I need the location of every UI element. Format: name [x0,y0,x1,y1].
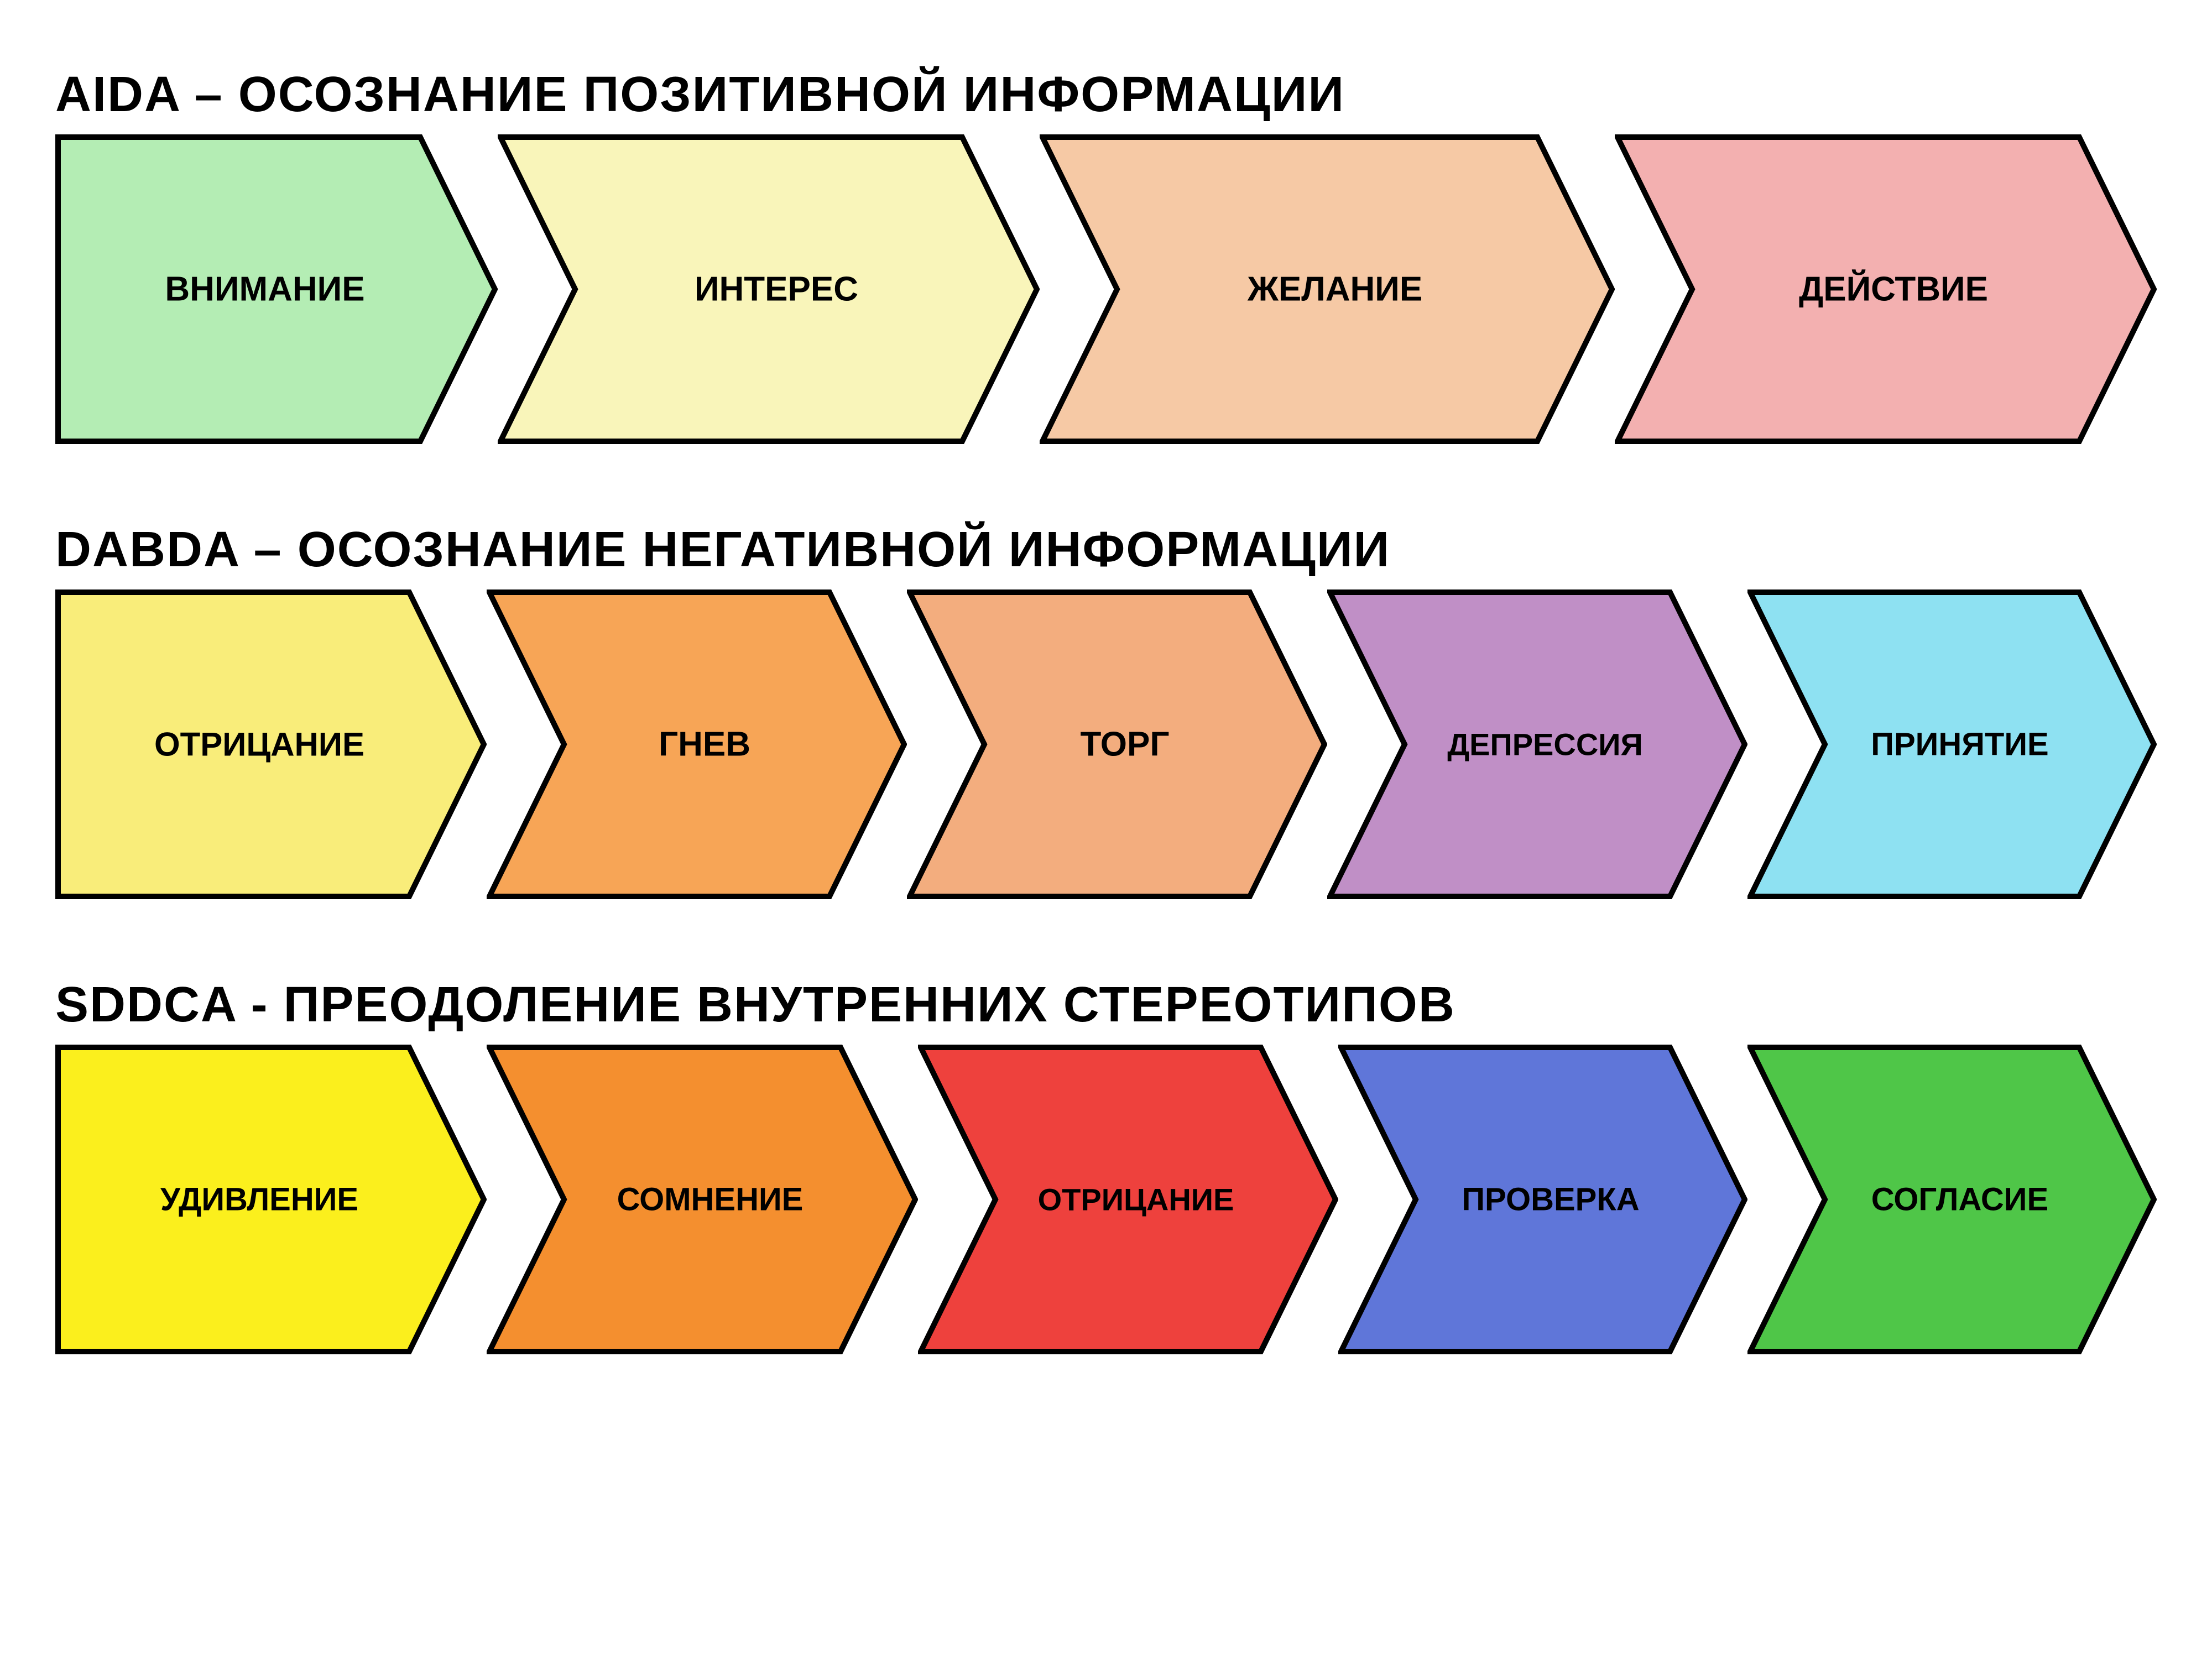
chevron-step: СОМНЕНИЕ [487,1045,918,1354]
section-title-sddca: SDDCA - ПРЕОДОЛЕНИЕ ВНУТРЕННИХ СТЕРЕОТИП… [55,977,2157,1034]
chevron-label: СОГЛАСИЕ [1747,1181,2157,1218]
chevron-label: ПРИНЯТИЕ [1747,726,2157,763]
chevron-step: ДЕЙСТВИЕ [1615,134,2157,444]
chevron-step: ЖЕЛАНИЕ [1040,134,1615,444]
chevron-label: ЖЕЛАНИЕ [1040,270,1615,309]
chevron-row-sddca: УДИВЛЕНИЕСОМНЕНИЕОТРИЦАНИЕПРОВЕРКАСОГЛАС… [55,1045,2157,1354]
chevron-step: ГНЕВ [487,589,907,899]
section-aida: AIDA – ОСОЗНАНИЕ ПОЗИТИВНОЙ ИНФОРМАЦИИ В… [55,66,2157,444]
chevron-label: ОТРИЦАНИЕ [55,726,487,764]
section-title-aida: AIDA – ОСОЗНАНИЕ ПОЗИТИВНОЙ ИНФОРМАЦИИ [55,66,2157,123]
chevron-step: ПРИНЯТИЕ [1747,589,2157,899]
chevron-step: ОТРИЦАНИЕ [918,1045,1338,1354]
chevron-step: СОГЛАСИЕ [1747,1045,2157,1354]
chevron-label: СОМНЕНИЕ [487,1181,918,1218]
chevron-step: ОТРИЦАНИЕ [55,589,487,899]
section-title-dabda: DABDA – ОСОЗНАНИЕ НЕГАТИВНОЙ ИНФОРМАЦИИ [55,521,2157,578]
chevron-label: ДЕЙСТВИЕ [1615,270,2157,309]
chevron-step: УДИВЛЕНИЕ [55,1045,487,1354]
chevron-step: ДЕПРЕССИЯ [1327,589,1747,899]
diagram-canvas: AIDA – ОСОЗНАНИЕ ПОЗИТИВНОЙ ИНФОРМАЦИИ В… [0,0,2212,1659]
chevron-step: ИНТЕРЕС [498,134,1040,444]
chevron-label: ОТРИЦАНИЕ [918,1182,1338,1218]
chevron-row-aida: ВНИМАНИЕИНТЕРЕСЖЕЛАНИЕДЕЙСТВИЕ [55,134,2157,444]
section-dabda: DABDA – ОСОЗНАНИЕ НЕГАТИВНОЙ ИНФОРМАЦИИ … [55,521,2157,899]
chevron-step: ПРОВЕРКА [1338,1045,1747,1354]
chevron-label: ИНТЕРЕС [498,270,1040,309]
chevron-row-dabda: ОТРИЦАНИЕГНЕВТОРГДЕПРЕССИЯПРИНЯТИЕ [55,589,2157,899]
chevron-label: ВНИМАНИЕ [55,270,498,309]
chevron-label: УДИВЛЕНИЕ [55,1181,487,1218]
chevron-label: ТОРГ [907,725,1327,764]
section-sddca: SDDCA - ПРЕОДОЛЕНИЕ ВНУТРЕННИХ СТЕРЕОТИП… [55,977,2157,1354]
chevron-label: ГНЕВ [487,725,907,764]
chevron-step: ВНИМАНИЕ [55,134,498,444]
chevron-step: ТОРГ [907,589,1327,899]
chevron-label: ДЕПРЕССИЯ [1327,727,1747,763]
chevron-label: ПРОВЕРКА [1338,1181,1747,1218]
